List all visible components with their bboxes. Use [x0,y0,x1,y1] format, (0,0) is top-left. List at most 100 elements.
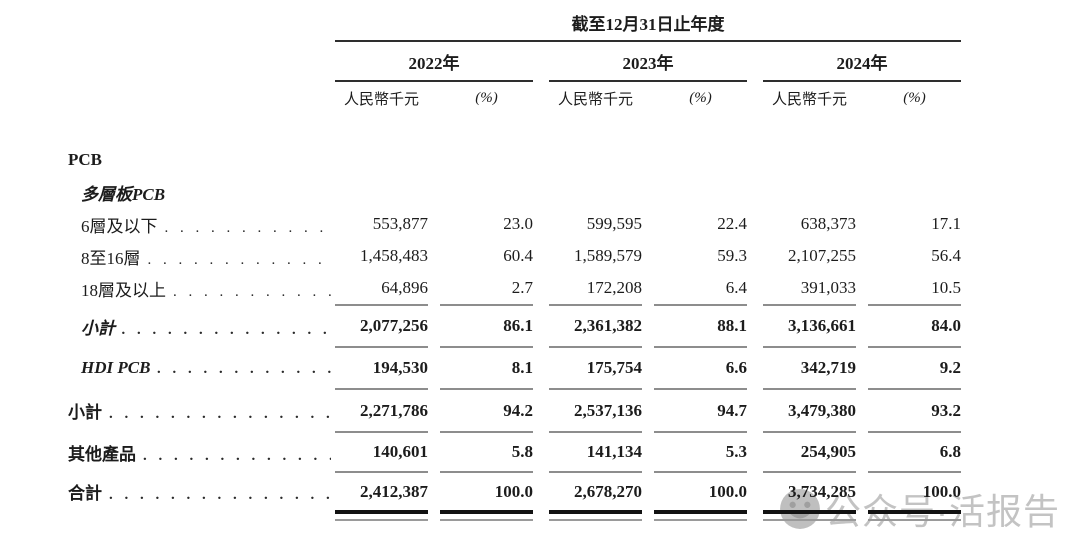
percent-cell: 9.2 [939,358,961,377]
value-cell: 172,208 [586,278,642,297]
total-rule-segment [549,510,642,521]
value-cell: 3,479,380 [788,400,856,420]
value-cell: 2,412,387 [360,481,428,501]
value-cell: 342,719 [800,358,856,377]
row-rule [335,471,980,473]
table-row: 小計 . . . . . . . . . . . . . . . . . . . … [0,306,980,346]
rule-segment [549,346,642,348]
year-rule [549,80,747,82]
row-label-cell: 其他產品 . . . . . . . . . . . . . . . . . . … [0,440,335,465]
year-label-2023: 2023年 [622,53,674,73]
percent-cell: 84.0 [931,316,961,335]
row-label: 8至16層 [81,248,141,268]
value-cell: 140,601 [372,442,428,461]
rule-segment [440,304,533,306]
percent-cell: 94.2 [503,400,533,420]
percent-cell: 56.4 [931,246,961,265]
rule-segment [654,388,747,390]
column-header-percent: (%) [689,89,712,106]
rule-segment [654,471,747,473]
percent-cell: 8.1 [511,358,533,377]
row-label: PCB [68,150,102,169]
table-row: 18層及以上 . . . . . . . . . . . . . . . . . … [0,272,980,304]
rule-segment [549,471,642,473]
percent-cell: 5.8 [511,442,533,461]
leader-dots: . . . . . . . . . . . . . . . . . . . . … [122,321,331,338]
table-header: 截至12月31日止年度 [0,0,980,40]
value-cell: 1,458,483 [360,246,428,265]
leader-dots: . . . . . . . . . . . . . . . . . . . . … [157,361,331,377]
header-rule [335,40,961,42]
year-header-row: 2022年 2023年 2024年 [0,42,980,80]
leader-dots: . . . . . . . . . . . . . . . . . . . . … [173,283,331,300]
total-rule-segment [868,510,961,521]
column-header-row: 人民幣千元 (%) 人民幣千元 (%) 人民幣千元 (%) [0,80,980,116]
period-header: 截至12月31日止年度 [571,15,725,34]
row-label: 合計 [68,484,102,503]
rule-segment [763,471,856,473]
row-label-cell: 18層及以上 . . . . . . . . . . . . . . . . . … [0,276,335,301]
value-cell: 3,136,661 [788,316,856,335]
value-cell: 638,373 [800,214,856,233]
table-row: HDI PCB . . . . . . . . . . . . . . . . .… [0,348,980,388]
percent-cell: 6.6 [725,358,747,377]
year-label-2022: 2022年 [408,53,460,73]
value-cell: 2,077,256 [360,316,428,335]
rule-segment [654,304,747,306]
rule-segment [654,431,747,433]
row-label-cell: 6層及以下 . . . . . . . . . . . . . . . . . .… [0,212,335,237]
rule-segment [440,471,533,473]
value-cell: 3,734,285 [788,481,856,501]
table-row: PCB [0,144,980,176]
rule-segment [868,304,961,306]
percent-cell: 5.3 [725,442,747,461]
percent-cell: 23.0 [503,214,533,233]
column-header-percent: (%) [903,89,926,106]
rule-segment [440,388,533,390]
rule-segment [440,431,533,433]
percent-cell: 100.0 [494,481,533,501]
row-label: 其他產品 [68,444,136,464]
rule-segment [868,346,961,348]
rule-segment [763,431,856,433]
leader-dots: . . . . . . . . . . . . . . . . . . . . … [109,406,331,422]
rule-segment [654,346,747,348]
rule-segment [763,304,856,306]
value-cell: 254,905 [800,442,856,461]
row-label-cell: 合計 . . . . . . . . . . . . . . . . . . . … [0,479,335,504]
table-row: 多層板PCB [0,176,980,208]
year-rule [335,80,533,82]
percent-cell: 59.3 [717,246,747,265]
row-label-cell: PCB [0,150,335,170]
row-label-cell: 8至16層 . . . . . . . . . . . . . . . . . .… [0,244,335,269]
percent-cell: 93.2 [931,400,961,420]
rule-segment [335,304,428,306]
table-row: 其他產品 . . . . . . . . . . . . . . . . . . … [0,433,980,471]
total-rule-segment [440,510,533,521]
row-rule [335,431,980,433]
percent-cell: 6.8 [939,442,961,461]
table-row: 合計 . . . . . . . . . . . . . . . . . . . … [0,473,980,510]
rule-segment [549,304,642,306]
value-cell: 141,134 [586,442,642,461]
percent-cell: 60.4 [503,246,533,265]
percent-cell: 22.4 [717,214,747,233]
total-rule-segment [654,510,747,521]
value-cell: 194,530 [372,358,428,377]
rule-segment [335,431,428,433]
leader-dots: . . . . . . . . . . . . . . . . . . . . … [143,447,331,464]
value-cell: 175,754 [586,358,642,377]
rule-segment [440,346,533,348]
percent-cell: 10.5 [931,278,961,297]
value-cell: 2,107,255 [788,246,856,265]
rule-segment [549,388,642,390]
percent-cell: 17.1 [931,214,961,233]
row-label-cell: 多層板PCB [0,180,335,205]
table-row: 8至16層 . . . . . . . . . . . . . . . . . .… [0,240,980,272]
year-label-2024: 2024年 [836,53,888,73]
column-header-unit: 人民幣千元 [343,91,419,108]
value-cell: 2,271,786 [360,400,428,420]
row-label: 6層及以下 [81,216,158,236]
rule-segment [868,388,961,390]
